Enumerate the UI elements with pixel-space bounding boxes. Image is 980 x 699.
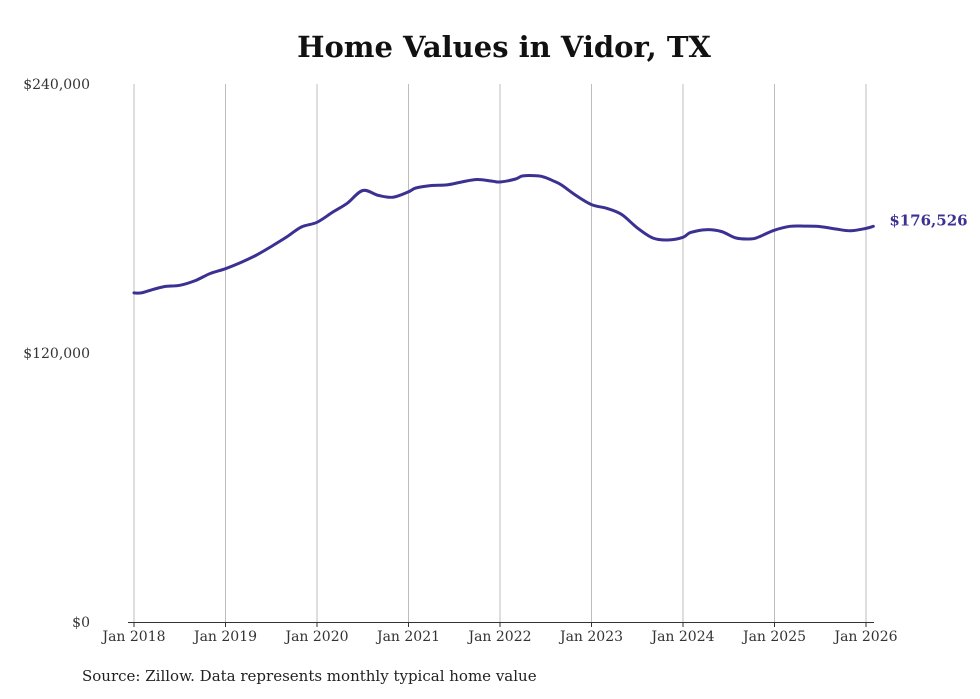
axes: [128, 622, 874, 627]
labels: Jan 2018 Jan 2019 Jan 2020 Jan 2021 Jan 2022…: [23, 77, 967, 645]
x-tick-label: Jan 2026: [832, 629, 897, 645]
source-note: Source: Zillow. Data represents monthly …: [82, 667, 537, 685]
y-tick-label: $120,000: [23, 346, 90, 362]
x-tick-label: Jan 2018: [100, 629, 165, 645]
x-tick-label: Jan 2021: [375, 629, 440, 645]
series-line: [132, 174, 875, 295]
chart-title: Home Values in Vidor, TX: [297, 30, 711, 64]
x-tick-label: Jan 2023: [558, 629, 623, 645]
y-tick-label: $240,000: [23, 77, 90, 93]
x-tick-label: Jan 2025: [741, 629, 806, 645]
gridlines: [133, 84, 867, 622]
x-tick-label: Jan 2022: [466, 629, 531, 645]
x-tick-label: Jan 2020: [283, 629, 348, 645]
x-tick-label: Jan 2019: [192, 629, 257, 645]
series-layer: [132, 174, 875, 295]
y-tick-label: $0: [72, 615, 90, 631]
x-tick-label: Jan 2024: [649, 629, 714, 645]
end-value-label: $176,526: [889, 211, 967, 229]
